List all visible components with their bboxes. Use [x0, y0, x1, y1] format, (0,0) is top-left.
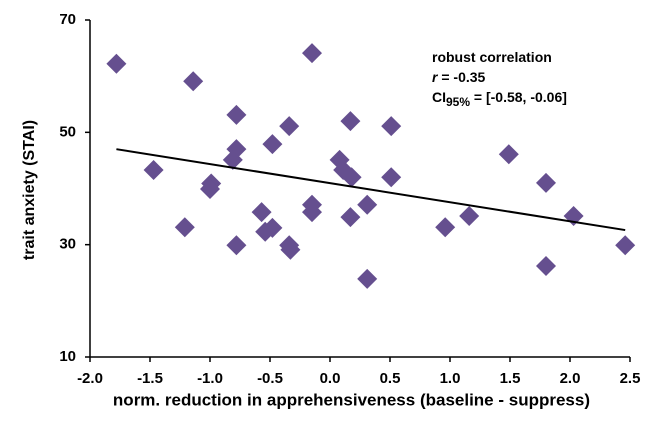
annotation-prefix: CI: [432, 89, 446, 105]
point: [357, 194, 378, 215]
x-tick-label: 1.0: [440, 370, 461, 387]
x-tick-label: -1.5: [137, 370, 163, 387]
y-tick-label: 10: [59, 348, 76, 365]
point: [143, 159, 164, 180]
fit-line: [116, 148, 626, 232]
annotation-line: = -0.35: [437, 69, 485, 85]
annotation-line: = [-0.58, -0.06]: [470, 89, 567, 105]
point: [615, 235, 636, 256]
y-tick-label: 30: [59, 236, 76, 253]
annotation-subscript: 95%: [446, 95, 470, 109]
point: [381, 116, 402, 137]
point: [174, 217, 195, 238]
point: [262, 217, 283, 238]
x-axis-label: norm. reduction in apprehensiveness (bas…: [113, 390, 590, 409]
x-tick-label: -1.0: [197, 370, 223, 387]
point: [536, 172, 556, 193]
y-tick-label: 70: [59, 11, 76, 28]
point: [498, 144, 519, 165]
annotation: robust correlation r = -0.35 CI95% = [-0…: [432, 49, 567, 109]
point: [279, 116, 300, 137]
point: [435, 217, 456, 238]
point: [200, 179, 220, 200]
point: [357, 268, 378, 289]
x-tick-label: 1.5: [500, 370, 521, 387]
point: [183, 71, 204, 92]
point: [536, 256, 556, 277]
point: [341, 167, 362, 188]
point: [251, 202, 272, 223]
x-tick-label: 0.0: [320, 370, 341, 387]
point: [340, 207, 361, 228]
annotation-line: robust correlation: [432, 49, 552, 65]
point: [226, 104, 247, 125]
x-tick-label: 0.5: [380, 370, 401, 387]
point: [302, 43, 322, 64]
point: [106, 53, 127, 74]
point: [302, 202, 322, 223]
x-tick-label: 2.5: [620, 370, 641, 387]
point: [222, 149, 243, 170]
point: [280, 239, 301, 260]
annotation-symbol: r: [432, 69, 439, 85]
point: [381, 167, 402, 188]
point: [340, 111, 361, 132]
point: [262, 134, 283, 155]
y-tick-label: 50: [59, 123, 76, 140]
point: [226, 235, 247, 256]
point: [459, 206, 480, 227]
x-tick-label: -2.0: [77, 370, 103, 387]
x-tick-label: -0.5: [257, 370, 283, 387]
y-axis-label: trait anxiety (STAI): [21, 120, 38, 260]
x-tick-label: 2.0: [560, 370, 581, 387]
